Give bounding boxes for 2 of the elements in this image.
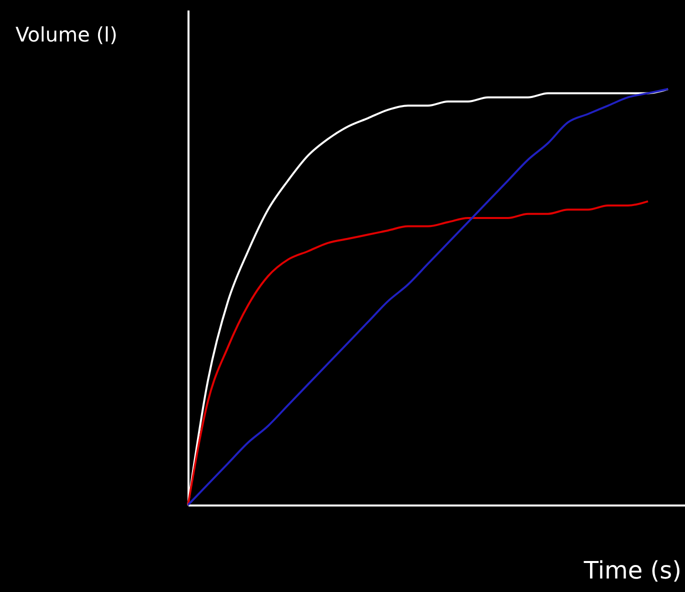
y-axis-title: Volume (l) [16, 22, 118, 46]
x-axis-title: Time (s) [582, 556, 682, 584]
